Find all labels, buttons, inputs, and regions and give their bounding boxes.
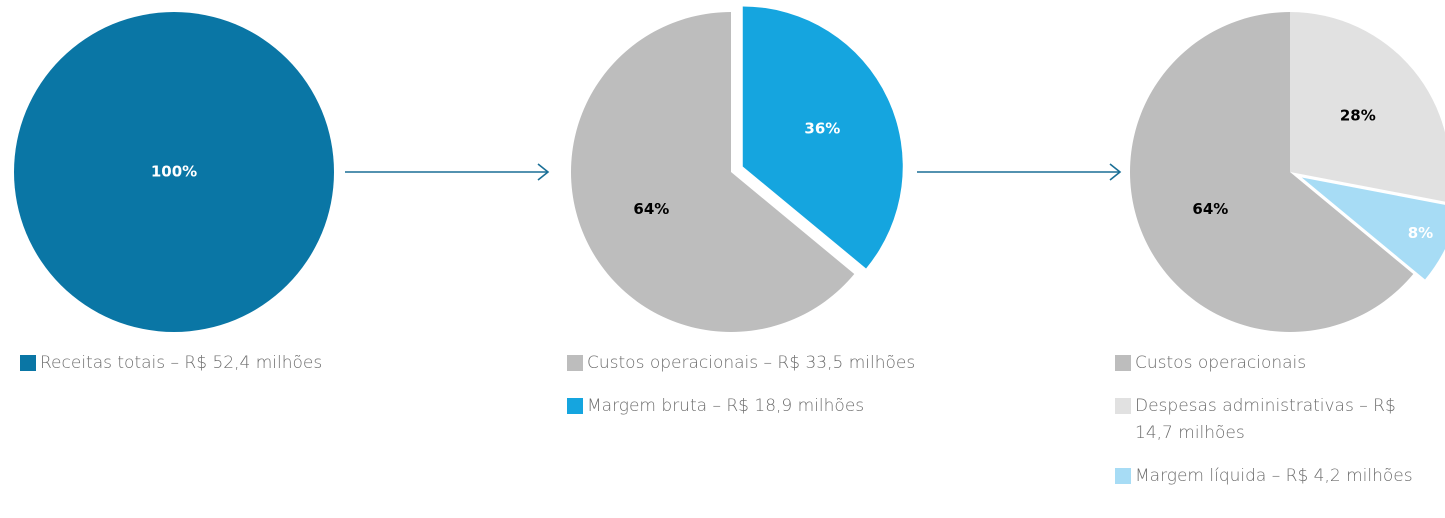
legend-label: Custos operacionais (1135, 353, 1307, 373)
legend-label: Margem bruta – R$ 18,9 milhões (587, 396, 865, 416)
legend-label: Receitas totais – R$ 52,4 milhões (40, 353, 323, 373)
legend: Custos operacionais – R$ 33,5 milhões Mar… (567, 350, 997, 436)
legend: Receitas totais – R$ 52,4 milhões (20, 350, 420, 393)
data-label: 28% (1340, 106, 1376, 124)
legend-item: Despesas administrativas – R$ 14,7 milhõ… (1115, 393, 1435, 447)
pie-slice (1290, 12, 1445, 202)
arrow (345, 163, 550, 181)
pie-slice (14, 12, 334, 332)
legend-item: Margem líquida – R$ 4,2 milhões (1115, 463, 1435, 490)
legend-label: Margem líquida – R$ 4,2 milhões (1135, 466, 1413, 486)
pie-slice (1301, 177, 1445, 280)
legend-swatch (567, 398, 583, 414)
legend-swatch (567, 355, 583, 371)
legend-swatch (1115, 398, 1131, 414)
pie-slice (742, 6, 903, 269)
legend-item: Custos operacionais (1115, 350, 1435, 377)
legend-item: Margem bruta – R$ 18,9 milhões (567, 393, 997, 420)
pie-slice (1130, 12, 1414, 332)
data-label: 36% (804, 119, 840, 137)
data-label: 100% (151, 163, 197, 181)
legend: Custos operacionais Despesas administrati… (1115, 350, 1435, 506)
legend-item: Custos operacionais – R$ 33,5 milhões (567, 350, 997, 377)
pie-slice (571, 12, 855, 332)
legend-swatch (20, 355, 36, 371)
data-label: 64% (1192, 200, 1228, 218)
data-label: 64% (633, 200, 669, 218)
legend-label: Despesas administrativas – R$ 14,7 milhõ… (1135, 396, 1396, 443)
legend-label: Custos operacionais – R$ 33,5 milhões (587, 353, 916, 373)
legend-swatch (1115, 468, 1131, 484)
data-label: 8% (1408, 224, 1433, 242)
arrow (917, 163, 1122, 181)
legend-swatch (1115, 355, 1131, 371)
legend-item: Receitas totais – R$ 52,4 milhões (20, 350, 420, 377)
